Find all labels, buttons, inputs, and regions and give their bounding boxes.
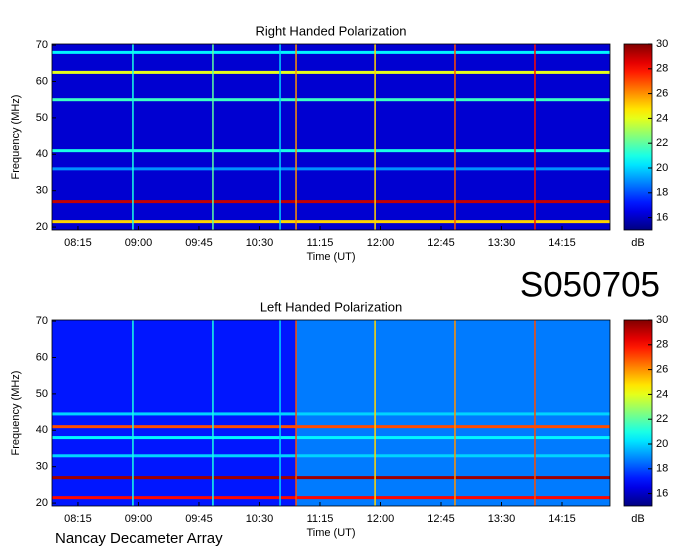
x-tick-label: 10:30 — [246, 237, 274, 249]
band — [52, 436, 610, 440]
y-tick-label: 20 — [36, 497, 48, 509]
colorbar-tick-label: 24 — [656, 112, 668, 124]
colorbar-tick-label: 18 — [656, 463, 668, 475]
x-axis-label: Time (UT) — [306, 251, 355, 263]
colorbar-tick-label: 16 — [656, 488, 668, 500]
y-tick-label: 30 — [36, 461, 48, 473]
y-tick-label: 50 — [36, 112, 48, 124]
y-tick-label: 70 — [36, 315, 48, 327]
band — [52, 425, 610, 429]
colorbar-tick-label: 22 — [656, 413, 668, 425]
plot-frame — [51, 319, 611, 507]
colorbar-tick-label: 28 — [656, 339, 668, 351]
y-tick-label: 60 — [36, 351, 48, 363]
x-tick-label: 14:15 — [548, 237, 576, 249]
band — [52, 50, 610, 54]
colorbar-tick-label: 26 — [656, 88, 668, 100]
x-tick-label: 11:15 — [307, 237, 334, 249]
y-tick-label: 60 — [36, 75, 48, 87]
band — [52, 412, 610, 416]
colorbar — [623, 319, 653, 507]
x-tick-label: 12:00 — [367, 513, 395, 525]
colorbar-tick-label: 20 — [656, 438, 668, 450]
colorbar-tick-label: 30 — [656, 38, 668, 50]
colorbar-label: dB — [631, 513, 644, 525]
y-tick-label: 70 — [36, 39, 48, 51]
colorbar-label: dB — [631, 237, 644, 249]
band — [52, 200, 610, 204]
colorbar-tick-label: 18 — [656, 187, 668, 199]
colorbar-tick-label: 30 — [656, 314, 668, 326]
colorbar-tick-label: 26 — [656, 364, 668, 376]
y-axis-label: Frequency (MHz) — [10, 371, 22, 456]
x-tick-label: 09:00 — [125, 513, 153, 525]
x-tick-label: 13:30 — [488, 513, 516, 525]
plot — [52, 320, 610, 506]
y-axis-label: Frequency (MHz) — [10, 95, 22, 180]
x-tick-label: 09:45 — [185, 237, 213, 249]
band — [52, 149, 610, 153]
x-tick-label: 08:15 — [64, 513, 92, 525]
id-label: S050705 — [520, 265, 660, 304]
band — [52, 98, 610, 102]
x-tick-label: 12:00 — [367, 237, 395, 249]
band — [52, 167, 610, 171]
y-tick-label: 30 — [36, 185, 48, 197]
x-tick-label: 14:15 — [548, 513, 576, 525]
colorbar-tick-label: 24 — [656, 388, 668, 400]
x-axis-label: Time (UT) — [306, 527, 355, 539]
colorbar-tick-label: 16 — [656, 212, 668, 224]
band — [52, 70, 610, 74]
colorbar-tick-label: 22 — [656, 137, 668, 149]
x-tick-label: 09:45 — [185, 513, 213, 525]
y-tick-label: 40 — [36, 148, 48, 160]
band — [52, 220, 610, 224]
chart-title: Left Handed Polarization — [260, 299, 402, 314]
x-tick-label: 11:15 — [307, 513, 334, 525]
x-tick-label: 09:00 — [125, 237, 153, 249]
band — [52, 476, 610, 480]
band — [52, 496, 610, 500]
y-tick-label: 40 — [36, 424, 48, 436]
x-tick-label: 10:30 — [246, 513, 274, 525]
plot-frame — [51, 43, 611, 231]
y-tick-label: 20 — [36, 221, 48, 233]
x-tick-label: 08:15 — [64, 237, 92, 249]
footer: Nancay Decameter Array — [55, 530, 223, 547]
background — [52, 44, 610, 230]
y-tick-label: 50 — [36, 388, 48, 400]
x-tick-label: 12:45 — [427, 513, 455, 525]
x-tick-label: 12:45 — [427, 237, 455, 249]
colorbar-tick-label: 28 — [656, 63, 668, 75]
chart-title: Right Handed Polarization — [255, 23, 406, 38]
colorbar-tick-label: 20 — [656, 162, 668, 174]
plot — [52, 44, 610, 230]
x-tick-label: 13:30 — [488, 237, 516, 249]
band — [52, 454, 610, 458]
colorbar — [623, 43, 653, 231]
